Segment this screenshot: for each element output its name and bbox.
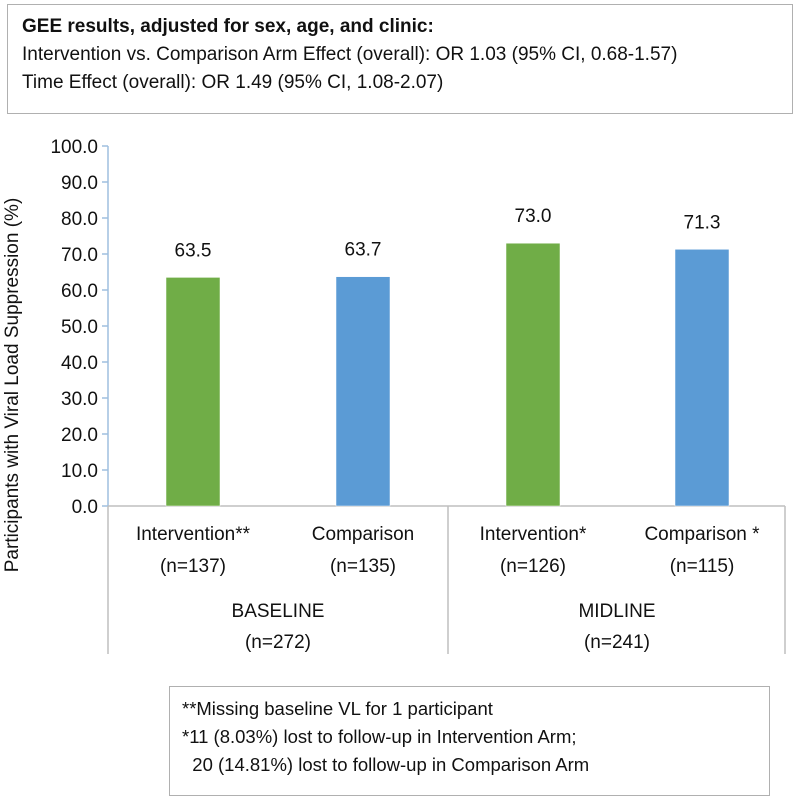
gee-title: GEE results, adjusted for sex, age, and … [22, 16, 434, 37]
bar-value-label: 63.5 [175, 240, 212, 261]
y-axis-grid [102, 145, 786, 654]
category-n-label: (n=126) [500, 556, 566, 577]
bar [335, 276, 391, 507]
bar-value-label: 73.0 [515, 206, 552, 227]
group-label: MIDLINE [578, 601, 655, 622]
y-tick-label: 70.0 [61, 245, 98, 266]
group-label: BASELINE [232, 601, 325, 622]
bars: 63.5 63.7 73.0 71.3 [165, 206, 730, 507]
bar [165, 277, 221, 507]
category-label: Intervention** [136, 524, 251, 545]
bar [674, 249, 730, 507]
group-n-label: (n=241) [584, 632, 650, 653]
y-tick-label: 30.0 [61, 389, 98, 410]
footnote-lost-intervention: *11 (8.03%) lost to follow-up in Interve… [182, 726, 577, 747]
category-n-label: (n=137) [160, 556, 226, 577]
x-axis-labels: Intervention** (n=137) Comparison (n=135) In… [136, 524, 760, 653]
y-tick-label: 90.0 [61, 173, 98, 194]
gee-time-effect: Time Effect (overall): OR 1.49 (95% CI, … [22, 72, 444, 93]
category-label: Intervention* [480, 524, 587, 545]
category-n-label: (n=115) [670, 556, 735, 577]
y-tick-label: 10.0 [61, 461, 98, 482]
y-axis-ticks: 0.0 10.0 20.0 30.0 40.0 50.0 60.0 70.0 80.0 90.0 1… [50, 137, 98, 518]
y-tick-label: 20.0 [61, 425, 98, 446]
category-label: Comparison * [644, 524, 760, 545]
category-label: Comparison [312, 524, 414, 545]
bar [505, 242, 561, 507]
y-tick-label: 100.0 [50, 137, 98, 158]
y-tick-label: 60.0 [61, 281, 98, 302]
y-tick-label: 40.0 [61, 353, 98, 374]
viral-load-chart: 0.0 10.0 20.0 30.0 40.0 50.0 60.0 70.0 80.0 90.0 1… [2, 137, 786, 654]
bar-value-label: 63.7 [345, 240, 382, 261]
y-tick-label: 80.0 [61, 209, 98, 230]
footnote-lost-comparison: 20 (14.81%) lost to follow-up in Compari… [182, 754, 590, 775]
gee-arm-effect: Intervention vs. Comparison Arm Effect (… [22, 44, 678, 65]
y-axis-label: Participants with Viral Load Suppression… [2, 198, 23, 573]
group-n-label: (n=272) [245, 632, 311, 653]
category-n-label: (n=135) [330, 556, 396, 577]
gee-results-box: GEE results, adjusted for sex, age, and … [7, 4, 793, 114]
y-tick-label: 0.0 [72, 497, 98, 518]
footnote-box: **Missing baseline VL for 1 participant … [169, 686, 770, 796]
footnote-missing-baseline: **Missing baseline VL for 1 participant [182, 698, 493, 719]
y-tick-label: 50.0 [61, 317, 98, 338]
bar-value-label: 71.3 [684, 212, 721, 233]
